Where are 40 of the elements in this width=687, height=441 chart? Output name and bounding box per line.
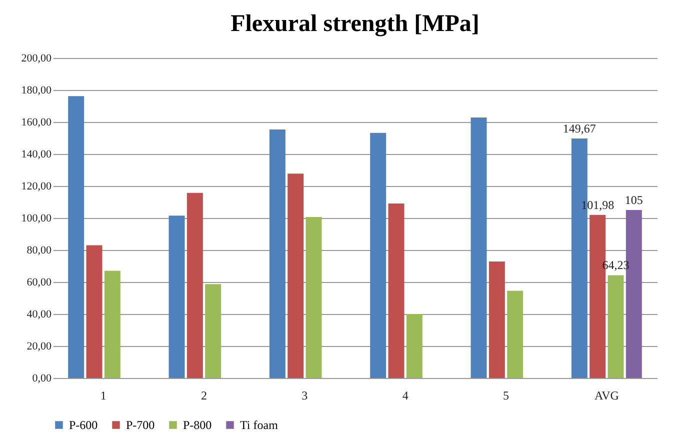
bar (168, 216, 185, 378)
legend-label: Ti foam (240, 418, 279, 432)
bar (370, 132, 386, 378)
x-tick-label: 5 (503, 388, 509, 402)
y-tick-label: 100,00 (21, 212, 52, 224)
y-tick-label: 120,00 (21, 180, 52, 192)
bar (488, 262, 505, 378)
bar (205, 284, 222, 378)
y-tick-label: 180,00 (21, 84, 52, 96)
y-tick-label: 60,00 (26, 276, 52, 288)
y-tick-label: 140,00 (21, 148, 52, 160)
bar (288, 174, 304, 378)
bar (470, 118, 487, 378)
x-tick-label: 2 (201, 388, 207, 402)
y-tick-label: 80,00 (26, 244, 52, 256)
x-tick-label: AVG (594, 388, 620, 402)
bar (406, 314, 422, 378)
y-tick-label: 200,00 (21, 52, 52, 64)
bar (306, 217, 322, 378)
bar (186, 192, 203, 378)
bar (608, 275, 624, 378)
y-tick-label: 0,00 (32, 372, 52, 384)
x-tick-label: 1 (100, 388, 106, 402)
x-tick-label: 3 (302, 388, 308, 402)
y-tick-label: 40,00 (26, 308, 52, 320)
legend-label: P-600 (69, 418, 98, 432)
legend-label: P-700 (126, 418, 155, 432)
chart-title: Flexural strength [MPa] (230, 11, 480, 37)
y-tick-label: 160,00 (21, 116, 52, 128)
bar (68, 96, 84, 378)
bar (104, 270, 120, 378)
bar (86, 245, 102, 378)
data-label: 149,67 (562, 122, 596, 136)
legend-label: P-800 (183, 418, 212, 432)
data-label: 105 (624, 193, 643, 207)
bar (507, 290, 524, 378)
y-tick-label: 20,00 (26, 340, 52, 352)
x-tick-label: 4 (402, 388, 408, 402)
bar (269, 130, 286, 378)
bar (388, 203, 404, 378)
